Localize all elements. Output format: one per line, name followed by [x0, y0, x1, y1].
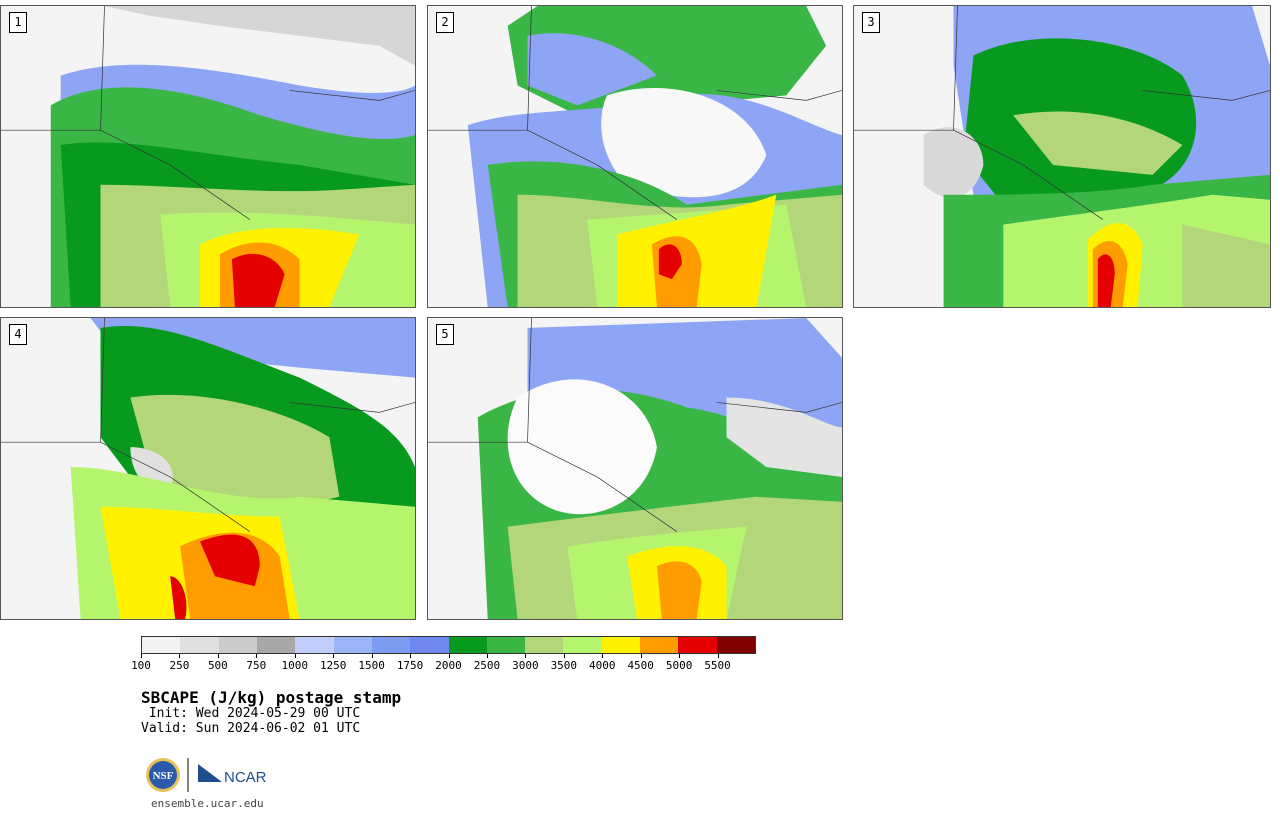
colorbar-tick [141, 654, 142, 658]
sbcape-map-1 [1, 6, 415, 307]
colorbar-segment [371, 637, 411, 653]
colorbar-tick [525, 654, 527, 658]
panel-number: 4 [9, 324, 27, 345]
colorbar-segment [180, 637, 219, 653]
colorbar-tick-label: 2500 [473, 659, 501, 672]
colorbar-tick [371, 654, 373, 658]
colorbar-segment [563, 637, 602, 653]
panel-number: 2 [436, 12, 454, 33]
ensemble-member-panel-4: 4 [0, 317, 416, 620]
nsf-logo-icon: NSF [146, 758, 180, 792]
colorbar-tick [602, 654, 604, 658]
sbcape-map-4 [1, 318, 415, 619]
colorbar-tick [640, 654, 642, 658]
sbcape-map-5 [428, 318, 842, 619]
svg-text:NCAR: NCAR [224, 769, 267, 786]
colorbar-tick-label: 4500 [627, 659, 654, 672]
colorbar-segment [716, 637, 755, 653]
colorbar-tick-label: 5500 [704, 659, 731, 672]
colorbar-segment [295, 637, 334, 653]
colorbar-segment [410, 637, 449, 653]
colorbar-tick [679, 654, 681, 658]
colorbar [141, 636, 756, 654]
colorbar-tick [717, 654, 719, 658]
colorbar-tick [179, 654, 181, 658]
svg-text:NSF: NSF [153, 770, 174, 782]
sbcape-map-3 [854, 6, 1270, 307]
colorbar-tick-label: 100 [131, 659, 151, 672]
colorbar-tick-label: 3000 [512, 659, 539, 672]
colorbar-segment [218, 637, 257, 653]
colorbar-segment [678, 637, 717, 653]
panel-number: 1 [9, 12, 27, 33]
colorbar-tick [563, 654, 565, 658]
colorbar-tick-label: 1250 [319, 659, 347, 672]
colorbar-segment [640, 637, 679, 653]
colorbar-segment [333, 637, 372, 653]
colorbar-tick-label: 3500 [550, 659, 578, 672]
colorbar-tick [256, 654, 258, 658]
colorbar-tick [294, 654, 296, 658]
colorbar-segment [525, 637, 564, 653]
colorbar-segment [142, 637, 181, 653]
colorbar-tick-label: 2000 [435, 659, 462, 672]
colorbar-segment [448, 637, 487, 653]
colorbar-tick [486, 654, 488, 658]
colorbar-tick [333, 654, 335, 658]
colorbar-tick [217, 654, 219, 658]
colorbar-tick-label: 250 [169, 659, 190, 672]
ensemble-member-panel-2: 2 [427, 5, 843, 308]
colorbar-tick-label: 4000 [589, 659, 616, 672]
init-time: Init: Wed 2024-05-29 00 UTC [141, 706, 361, 721]
website-url: ensemble.ucar.edu [151, 797, 264, 810]
valid-time: Valid: Sun 2024-06-02 01 UTC [141, 721, 361, 736]
colorbar-ticks: 100 250 500 750 1000 1250 1500 1750 2000 2500 3000… [131, 654, 756, 674]
colorbar-tick-label: 500 [207, 659, 228, 672]
ensemble-member-panel-5: 5 [427, 317, 843, 620]
nsf-ncar-logos: NSF NCAR [146, 758, 267, 792]
colorbar-tick-label: 1000 [281, 659, 309, 672]
ncar-logo-icon: NCAR [198, 764, 267, 786]
ensemble-member-panel-1: 1 [0, 5, 416, 308]
colorbar-tick [448, 654, 450, 658]
panel-number: 5 [436, 324, 454, 345]
colorbar-tick-label: 1750 [396, 659, 424, 672]
colorbar-tick-label: 5000 [665, 659, 693, 672]
colorbar-segment [601, 637, 641, 653]
sbcape-map-2 [428, 6, 842, 307]
ensemble-member-panel-3: 3 [853, 5, 1271, 308]
colorbar-segment [256, 637, 296, 653]
colorbar-tick-label: 1500 [358, 659, 385, 672]
colorbar-tick [410, 654, 412, 658]
panel-number: 3 [862, 12, 880, 33]
chart-title: SBCAPE (J/kg) postage stamp [141, 688, 402, 707]
colorbar-tick-label: 750 [246, 659, 267, 672]
colorbar-segment [486, 637, 526, 653]
